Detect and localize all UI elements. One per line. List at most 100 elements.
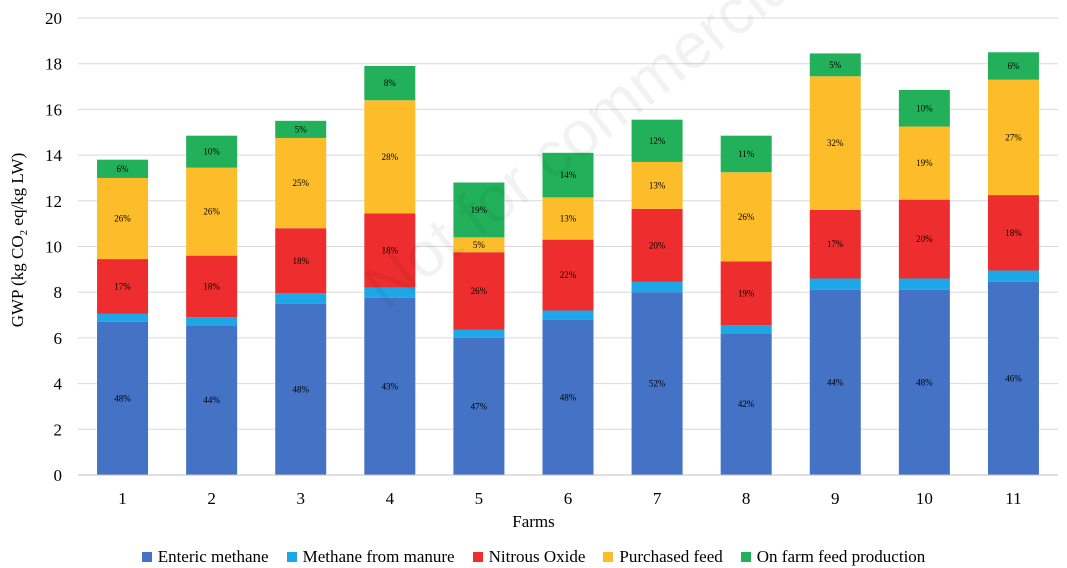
data-label: 18% [382, 245, 399, 255]
y-tick-label: 4 [54, 375, 63, 394]
bar-segment [275, 303, 327, 475]
data-label: 26% [471, 286, 488, 296]
y-tick-label: 8 [54, 283, 63, 302]
data-label: 6% [1007, 61, 1020, 71]
x-tick-label: 5 [475, 489, 484, 508]
bar-segment [809, 289, 861, 475]
data-label: 20% [649, 240, 666, 250]
data-label: 48% [916, 377, 933, 387]
data-label: 42% [738, 399, 755, 409]
bar-segment [453, 252, 505, 330]
data-label: 22% [560, 270, 577, 280]
legend-swatch [603, 552, 614, 562]
data-label: 19% [471, 205, 488, 215]
x-tick-label: 1 [118, 489, 127, 508]
bar-segment [364, 297, 416, 475]
y-tick-label: 6 [54, 329, 63, 348]
bar-segment [809, 278, 861, 290]
bar-segment [186, 167, 238, 256]
bar-segment [631, 119, 683, 162]
data-label: 19% [916, 158, 933, 168]
data-label: 11% [738, 149, 755, 159]
bar-segment [186, 255, 238, 318]
y-tick-label: 12 [45, 192, 62, 211]
legend-label: On farm feed production [756, 547, 926, 566]
data-label: 18% [203, 281, 220, 291]
data-label: 32% [827, 138, 844, 148]
data-label: 44% [827, 377, 844, 387]
bar-segment [631, 208, 683, 282]
bar-segment [809, 53, 861, 77]
bar-segment [631, 292, 683, 475]
legend-item: Methane from manure [286, 547, 455, 567]
legend-label: Methane from manure [302, 547, 455, 566]
bar-segment [720, 135, 772, 173]
bar-segment [720, 333, 772, 475]
legend-label: Purchased feed [619, 547, 723, 566]
data-label: 26% [738, 212, 755, 222]
legend-item: Purchased feed [603, 547, 723, 567]
data-label: 48% [114, 393, 131, 403]
bar-segment [987, 79, 1039, 196]
legend-swatch [141, 552, 152, 562]
legend: Enteric methane Methane from manure Nitrou… [0, 546, 1067, 568]
data-label: 13% [560, 214, 577, 224]
bar-segment [453, 337, 505, 475]
data-label: 26% [114, 214, 131, 224]
x-tick-label: 6 [564, 489, 573, 508]
data-label: 8% [384, 78, 397, 88]
legend-label: Enteric methane [157, 547, 269, 566]
bars: 48% 17% 26% 6% 44% 18% 26% 10% 48% 18% 25% 5% 43% 18%… [97, 52, 1039, 475]
x-tick-label: 4 [386, 489, 395, 508]
x-axis-ticks: 1 2 3 4 5 6 7 8 9 10 11 [118, 489, 1021, 508]
bar-segment [275, 137, 327, 229]
data-label: 46% [1005, 373, 1022, 383]
data-label: 14% [560, 170, 577, 180]
data-label: 12% [649, 136, 666, 146]
legend-item: Nitrous Oxide [472, 547, 586, 567]
data-label: 6% [117, 164, 130, 174]
data-label: 43% [382, 381, 399, 391]
bar-segment [809, 76, 861, 210]
x-tick-label: 8 [742, 489, 751, 508]
legend-swatch [286, 552, 297, 562]
bar-segment [987, 52, 1039, 80]
data-label: 18% [292, 256, 309, 266]
bar-segment [542, 239, 594, 311]
bar-segment [453, 182, 505, 238]
bar-segment [720, 325, 772, 334]
bar-segment [809, 209, 861, 279]
bar-segment [898, 199, 950, 279]
bar-segment [275, 293, 327, 304]
bar-segment [720, 261, 772, 326]
legend-label: Nitrous Oxide [488, 547, 586, 566]
x-tick-label: 7 [653, 489, 662, 508]
bar-segment [987, 270, 1039, 282]
bar-segment [542, 319, 594, 475]
bar-segment [275, 228, 327, 294]
bar-segment [631, 281, 683, 293]
data-label: 25% [292, 178, 309, 188]
data-label: 20% [916, 234, 933, 244]
y-axis-label-subscript: 2 [18, 229, 31, 236]
data-label: 13% [649, 180, 666, 190]
x-tick-label: 11 [1005, 489, 1021, 508]
legend-item: Enteric methane [141, 547, 269, 567]
x-tick-label: 2 [207, 489, 216, 508]
bar-segment [720, 172, 772, 262]
y-axis-label: GWP (kg CO2 eq/kg LW) [8, 153, 30, 328]
bar-segment [97, 313, 149, 322]
data-label: 5% [295, 124, 308, 134]
data-label: 26% [203, 207, 220, 217]
x-tick-label: 9 [831, 489, 840, 508]
data-label: 48% [560, 392, 577, 402]
data-label: 27% [1005, 132, 1022, 142]
bar-segment [364, 287, 416, 298]
y-axis-label-part2: eq/kg LW) [7, 152, 27, 230]
bar-segment [97, 321, 149, 475]
y-tick-label: 2 [54, 420, 63, 439]
data-label: 18% [1005, 228, 1022, 238]
bar-segment [987, 195, 1039, 271]
legend-swatch [472, 552, 483, 562]
